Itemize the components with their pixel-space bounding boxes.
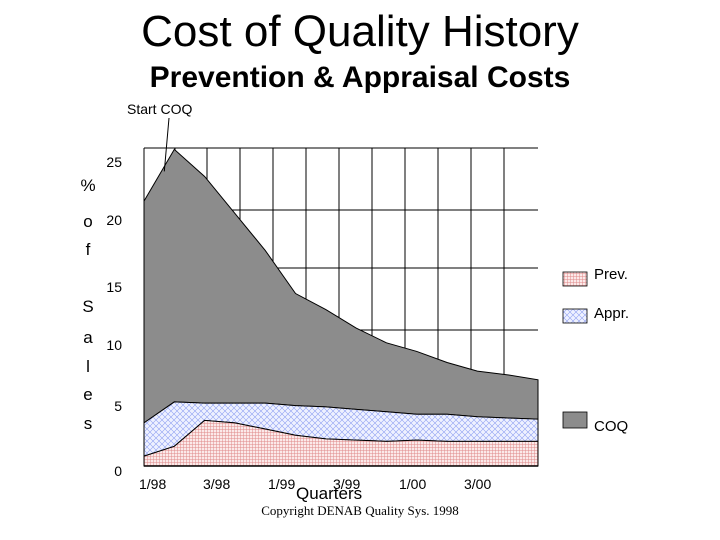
y-tick-label: 5 — [114, 398, 122, 414]
y-label-letter: f — [85, 240, 91, 259]
legend-swatch-prev — [562, 271, 588, 287]
y-tick-label: 10 — [106, 337, 122, 353]
chart-subtitle: Prevention & Appraisal Costs — [149, 61, 571, 94]
x-tick-label: 3/99 — [333, 476, 361, 492]
y-label-letter: o — [83, 212, 93, 231]
series-area-coq — [143, 148, 539, 424]
y-tick-label: 15 — [106, 279, 122, 295]
legend-label-prev: Prev. — [594, 266, 628, 283]
legend-label-coq: COQ — [594, 418, 629, 435]
x-tick-label: 1/99 — [268, 476, 296, 492]
chart-title: Cost of Quality History — [141, 7, 579, 56]
y-label-letter: % — [80, 176, 96, 195]
y-label-letter: l — [86, 357, 90, 376]
y-label-letter: e — [83, 385, 93, 404]
y-tick-label: 20 — [106, 212, 122, 228]
x-tick-label: 3/00 — [464, 476, 492, 492]
legend-swatch-coq — [562, 411, 588, 429]
x-tick-label: 1/00 — [399, 476, 427, 492]
start-coq-pointer-line — [163, 117, 170, 172]
legend-swatch-appr — [562, 308, 588, 324]
y-tick-label: 0 — [114, 463, 122, 479]
y-tick-label: 25 — [106, 154, 122, 170]
y-label-letter: a — [83, 328, 93, 347]
legend-label-appr: Appr. — [594, 305, 630, 322]
y-label-letter: s — [83, 414, 93, 433]
y-label-letter: S — [82, 297, 94, 316]
x-axis-label: Quarters — [296, 484, 363, 503]
start-coq-annotation: Start COQ — [127, 101, 193, 117]
copyright-text: Copyright DENAB Quality Sys. 1998 — [261, 503, 459, 518]
x-tick-label: 3/98 — [203, 476, 231, 492]
x-tick-label: 1/98 — [139, 476, 167, 492]
